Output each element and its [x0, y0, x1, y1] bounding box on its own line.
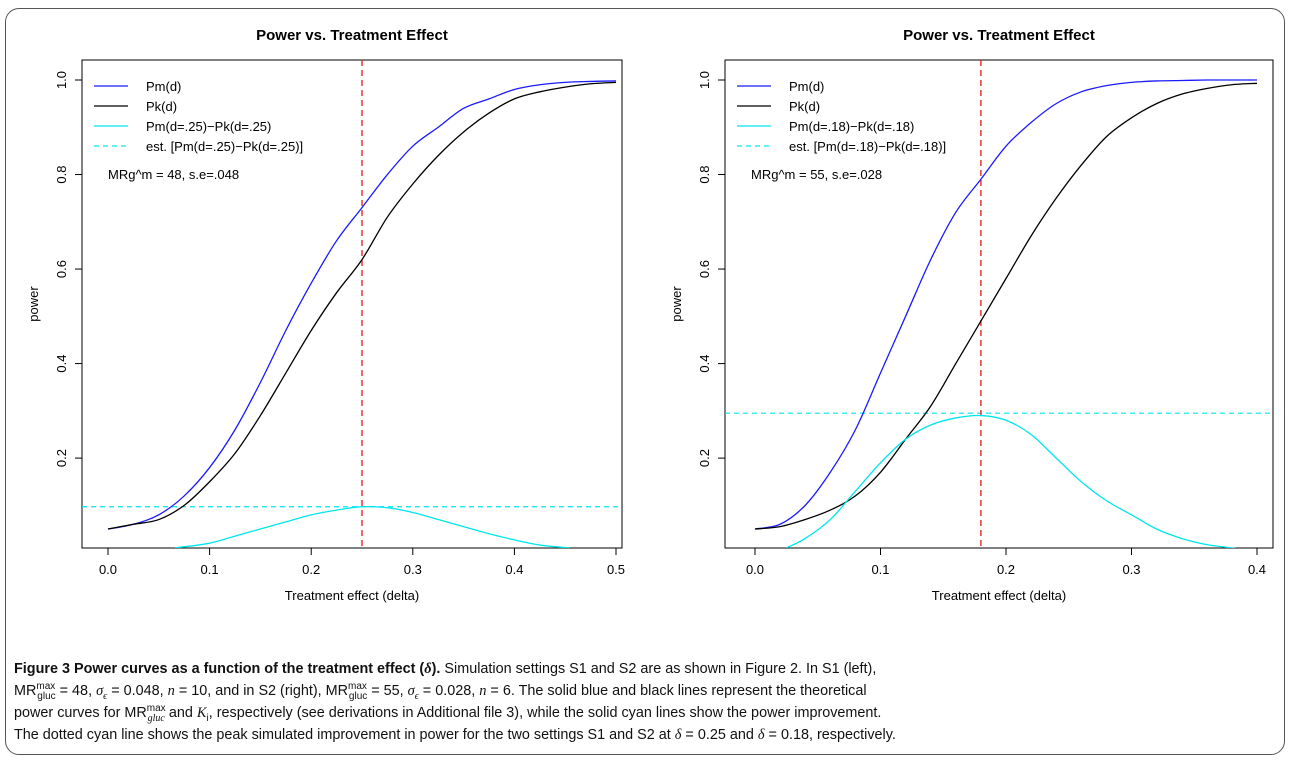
pk-curve [107, 81, 617, 530]
figure-caption: Figure 3 Power curves as a function of t… [14, 658, 1276, 746]
legend-difference-label: Pm(d=.25)−Pk(d=.25) [146, 119, 271, 134]
chart-right: Power vs. Treatment Effect 0.0 0.1 0.2 0.3 0.… [669, 27, 1274, 603]
legend-pk-label: Pk(d) [789, 99, 820, 114]
legend-pm-label: Pm(d) [789, 79, 824, 94]
y-axis-label: power [26, 286, 41, 322]
pm-curve [754, 79, 1257, 530]
x-tick-label: 0.4 [505, 562, 523, 577]
x-tick-label: 0.5 [607, 562, 625, 577]
plot-box [724, 59, 1274, 549]
y-tick-label: 0.4 [54, 355, 69, 373]
caption-line-2: MRmaxgluc = 48, σϵ = 0.048, n = 10, and … [14, 681, 867, 702]
model-annotation: MRg^m = 55, s.e=.028 [751, 167, 882, 182]
x-tick-label: 0.0 [99, 562, 117, 577]
caption-line-1: Figure 3 Power curves as a function of t… [14, 661, 877, 677]
x-tick-label: 0.1 [201, 562, 219, 577]
y-tick-label: 0.8 [54, 165, 69, 183]
caption-label: Figure 3 Power curves as a function of t… [14, 661, 441, 677]
caption-line-4: The dotted cyan line shows the peak simu… [14, 727, 896, 743]
difference-curve [174, 505, 570, 548]
plot-box [81, 59, 623, 549]
chart-left: Power vs. Treatment Effect 0.0 0.1 0.2 0.3 0.… [26, 27, 625, 603]
x-tick-label: 0.3 [404, 562, 422, 577]
legend-estimate-label: est. [Pm(d=.18)−Pk(d=.18)] [789, 139, 946, 154]
y-tick-label: 0.2 [54, 449, 69, 467]
difference-curve [786, 414, 1237, 548]
y-tick-label: 1.0 [697, 71, 712, 89]
y-tick-label: 0.2 [697, 449, 712, 467]
y-tick-label: 0.6 [697, 260, 712, 278]
pm-curve [107, 80, 617, 530]
legend-difference-label: Pm(d=.18)−Pk(d=.18) [789, 119, 914, 134]
x-axis-label: Treatment effect (delta) [285, 588, 419, 603]
x-tick-label: 0.1 [871, 562, 889, 577]
y-tick-label: 0.8 [697, 165, 712, 183]
pk-curve [754, 82, 1258, 530]
figure-frame [5, 8, 1285, 755]
x-tick-label: 0.4 [1248, 562, 1266, 577]
x-axis-label: Treatment effect (delta) [932, 588, 1066, 603]
x-tick-label: 0.3 [1122, 562, 1140, 577]
y-axis-label: power [669, 286, 684, 322]
y-tick-label: 0.4 [697, 355, 712, 373]
chart-title: Power vs. Treatment Effect [903, 27, 1095, 44]
legend-pm-label: Pm(d) [146, 79, 181, 94]
y-tick-label: 0.6 [54, 260, 69, 278]
model-annotation: MRg^m = 48, s.e=.048 [108, 167, 239, 182]
chart-title: Power vs. Treatment Effect [256, 27, 448, 44]
legend-estimate-label: est. [Pm(d=.25)−Pk(d=.25)] [146, 139, 303, 154]
legend-pk-label: Pk(d) [146, 99, 177, 114]
x-tick-label: 0.2 [302, 562, 320, 577]
caption-line-3: power curves for MRmaxgluc and Ki, respe… [14, 703, 882, 724]
x-tick-label: 0.2 [997, 562, 1015, 577]
y-tick-label: 1.0 [54, 71, 69, 89]
x-tick-label: 0.0 [746, 562, 764, 577]
